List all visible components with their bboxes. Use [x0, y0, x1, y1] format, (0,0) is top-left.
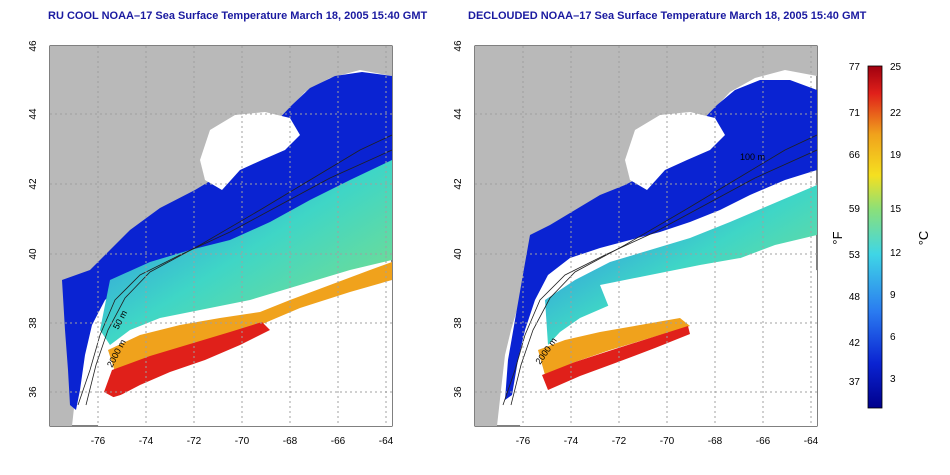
left-shelf-transition [100, 160, 392, 345]
right-lon-tick: -64 [804, 436, 819, 447]
fahrenheit-tick: 66 [849, 150, 861, 161]
left-lat-tick: 44 [28, 108, 39, 120]
left-lon-tick: -64 [379, 436, 394, 447]
right-lon-tick: -72 [612, 436, 627, 447]
right-shelf-transition [545, 185, 817, 345]
right-gulf-stream [542, 326, 690, 390]
right-cold-water [505, 80, 817, 400]
left-map-panel: 50 m 2000 m -76 -74 -72 -70 -68 -66 -64 … [28, 40, 394, 447]
left-warm-band [108, 262, 392, 372]
left-shelf-break-contour [77, 149, 392, 406]
left-lat-tick: 40 [28, 248, 39, 260]
left-lon-tick: -68 [283, 436, 298, 447]
left-lon-tick: -76 [91, 436, 106, 447]
left-lon-tick: -72 [187, 436, 202, 447]
fahrenheit-tick: 37 [849, 377, 861, 388]
right-lat-tick: 46 [453, 40, 464, 52]
right-gulf-of-maine-cloud [625, 112, 725, 190]
fahrenheit-tick: 53 [849, 250, 861, 261]
left-land [50, 46, 392, 426]
right-shelf-break-contour [502, 149, 817, 406]
right-coast-contour [510, 134, 817, 406]
left-lon-tick: -70 [235, 436, 250, 447]
left-lat-tick: 42 [28, 178, 39, 190]
celsius-tick: 19 [890, 150, 902, 161]
left-lon-tick: -66 [331, 436, 346, 447]
left-offshore-cloud [98, 280, 392, 426]
celsius-label: °C [916, 231, 931, 246]
celsius-tick: 6 [890, 332, 896, 343]
colorbar-scale [867, 65, 883, 409]
right-lon-tick: -74 [564, 436, 579, 447]
right-contour-label-100m: 100 m [740, 152, 765, 162]
fahrenheit-tick: 77 [849, 62, 861, 73]
left-gulf-of-maine-cloud [200, 112, 300, 190]
right-lon-tick: -70 [660, 436, 675, 447]
right-lat-tick: 44 [453, 108, 464, 120]
right-lat-tick: 42 [453, 178, 464, 190]
left-gulf-stream [104, 322, 270, 398]
right-lon-tick: -68 [708, 436, 723, 447]
celsius-tick: 15 [890, 204, 902, 215]
right-lat-tick: 36 [453, 386, 464, 398]
fahrenheit-tick: 42 [849, 338, 861, 349]
right-warm-band [538, 318, 690, 375]
celsius-tick: 12 [890, 248, 902, 259]
fahrenheit-label: °F [830, 231, 845, 244]
fahrenheit-tick: 48 [849, 292, 861, 303]
right-lat-tick: 38 [453, 317, 464, 329]
right-map-title: DECLOUDED NOAA–17 Sea Surface Temperatur… [468, 10, 867, 22]
right-land [475, 46, 817, 426]
right-lat-tick: 40 [453, 248, 464, 260]
left-lat-tick: 36 [28, 386, 39, 398]
left-lat-tick: 46 [28, 40, 39, 52]
left-lon-tick: -74 [139, 436, 154, 447]
celsius-tick: 22 [890, 108, 902, 119]
right-lon-tick: -66 [756, 436, 771, 447]
fahrenheit-tick: 71 [849, 108, 861, 119]
left-map-title: RU COOL NOAA–17 Sea Surface Temperature … [48, 10, 428, 22]
right-cloud-gap [600, 258, 740, 312]
temperature-colorbar: 77 71 66 59 53 48 42 37 25 22 19 15 12 9… [830, 62, 931, 409]
left-coast-contour [85, 134, 392, 406]
right-offshore-cloud [520, 270, 817, 426]
fahrenheit-tick: 59 [849, 204, 861, 215]
celsius-tick: 3 [890, 374, 896, 385]
left-lat-tick: 38 [28, 317, 39, 329]
right-lon-tick: -76 [516, 436, 531, 447]
right-map-panel: 2000 m 100 m -76 -74 -72 -70 -68 -66 -64… [453, 40, 819, 447]
celsius-tick: 25 [890, 62, 902, 73]
celsius-tick: 9 [890, 290, 896, 301]
